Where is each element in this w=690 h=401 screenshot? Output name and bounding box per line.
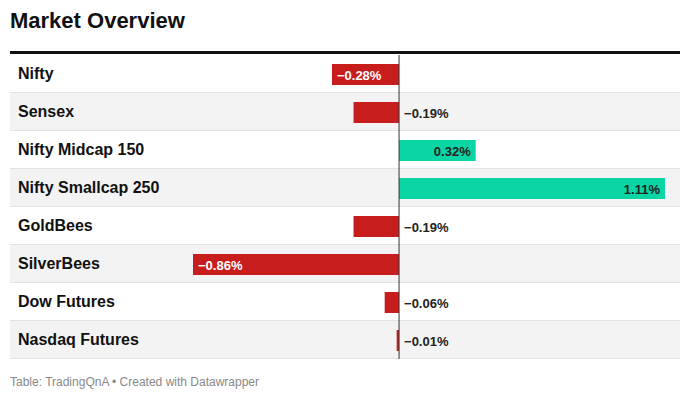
svg-text:Nifty Midcap 150: Nifty Midcap 150 [18,141,144,158]
svg-text:−0.86%: −0.86% [198,258,243,273]
svg-text:Sensex: Sensex [18,103,74,120]
svg-text:−0.06%: −0.06% [404,296,449,311]
svg-text:−0.19%: −0.19% [404,220,449,235]
svg-text:Nifty: Nifty [18,65,54,82]
html-text:Table: TradingQnA • Created wi: Table: TradingQnA • Created with Datawra… [10,375,259,389]
svg-text:−0.28%: −0.28% [337,68,382,83]
svg-text:SilverBees: SilverBees [18,255,100,272]
svg-text:Nifty Smallcap 250: Nifty Smallcap 250 [18,179,160,196]
svg-text:1.11%: 1.11% [624,182,661,197]
svg-text:Nasdaq Futures: Nasdaq Futures [18,331,139,348]
svg-text:−0.19%: −0.19% [404,106,449,121]
svg-text:−0.01%: −0.01% [404,334,449,349]
svg-text:GoldBees: GoldBees [18,217,93,234]
svg-text:Dow Futures: Dow Futures [18,293,115,310]
html-text:Market Overview: Market Overview [10,8,185,33]
svg-text:0.32%: 0.32% [434,144,471,159]
